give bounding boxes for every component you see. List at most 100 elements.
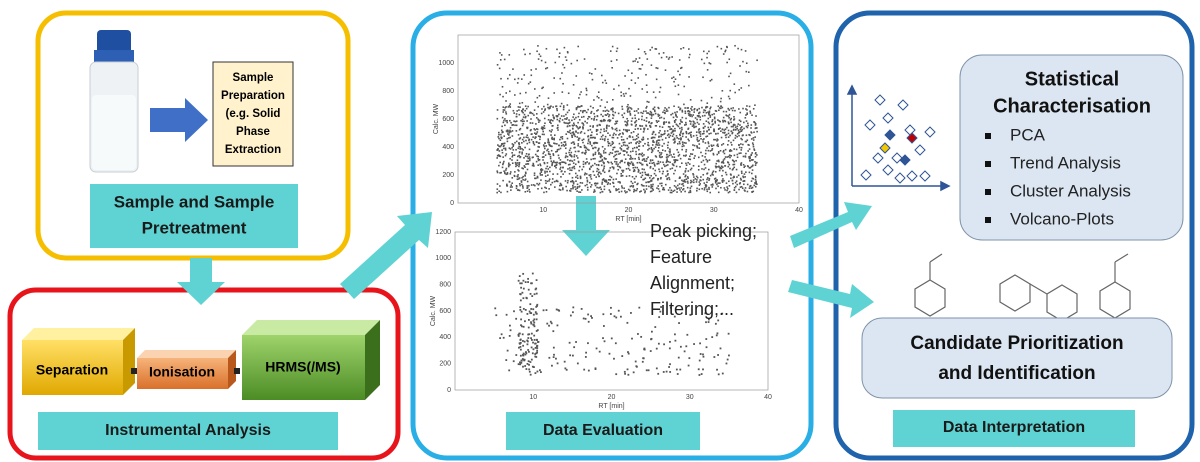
scatter-dot <box>738 108 740 110</box>
scatter-dot <box>738 144 740 146</box>
scatter-dot <box>658 91 661 93</box>
scatter-dot <box>627 161 629 164</box>
scatter-dot <box>663 133 665 135</box>
scatter-dot <box>552 114 554 116</box>
scatter-dot <box>581 111 584 114</box>
scatter-dot <box>514 161 517 164</box>
stat-title: Statistical <box>1025 68 1119 90</box>
diamond <box>882 112 894 124</box>
scatter-dot <box>730 155 733 157</box>
scatter-dot <box>651 133 654 135</box>
scatter-dot <box>569 163 571 166</box>
scatter-dot <box>575 155 578 157</box>
scatter-dot <box>751 152 753 154</box>
scatter-dot <box>637 48 640 50</box>
scatter-dot <box>661 167 663 170</box>
scatter-dot <box>601 183 603 185</box>
scatter-dot <box>496 154 499 157</box>
scatter-dot <box>668 178 671 181</box>
scatter-dot <box>698 114 700 117</box>
scatter-dot <box>670 191 673 194</box>
scatter-dot <box>649 165 652 168</box>
scatter-dot <box>717 185 719 188</box>
scatter-dot <box>518 143 521 146</box>
scatter-dot <box>754 176 757 179</box>
scatter-dot <box>729 118 732 121</box>
scatter-dot <box>577 132 579 134</box>
scatter-dot <box>615 50 618 53</box>
scatter-dot <box>583 146 586 149</box>
scatter-dot <box>537 155 540 158</box>
scatter-dot <box>678 153 681 156</box>
scatter-dot <box>608 169 611 172</box>
scatter-dot <box>616 172 618 175</box>
scatter-dot <box>726 61 728 64</box>
scatter-dot <box>562 161 565 163</box>
scatter-dot <box>707 318 710 321</box>
scatter-dot <box>555 180 558 182</box>
scatter-dot <box>635 142 638 145</box>
scatter-dot <box>660 306 662 308</box>
scatter-dot <box>737 174 740 177</box>
scatter-dot <box>533 174 536 177</box>
scatter-dot <box>579 145 582 148</box>
scatter-dot <box>522 325 525 328</box>
scatter-dot <box>685 148 688 151</box>
scatter-dot <box>705 186 707 188</box>
scatter-dot <box>522 272 525 275</box>
scatter-dot <box>522 287 525 290</box>
scatter-dot <box>573 143 576 145</box>
scatter-dot <box>612 142 615 144</box>
scatter-dot <box>716 153 719 156</box>
scatter-dot <box>724 50 726 53</box>
scatter-dot <box>632 163 634 166</box>
scatter-dot <box>586 189 589 191</box>
scatter-dot <box>627 163 629 165</box>
scatter-dot <box>623 370 626 373</box>
scatter-dot <box>612 146 615 149</box>
scatter-dot <box>659 129 661 132</box>
scatter-dot <box>527 82 530 85</box>
scatter-dot <box>677 155 680 157</box>
scatter-dot <box>616 129 618 132</box>
scatter-dot <box>565 133 568 135</box>
scatter-dot <box>515 115 518 118</box>
scatter-dot <box>720 165 723 168</box>
scatter-dot <box>602 150 605 152</box>
scatter-dot <box>594 146 597 149</box>
scatter-dot <box>697 368 700 371</box>
scatter-dot <box>625 168 628 170</box>
scatter-dot <box>529 303 532 306</box>
scatter-dot <box>537 341 539 343</box>
scatter-dot <box>544 186 546 189</box>
scatter-dot <box>519 147 522 149</box>
scatter-dot <box>524 146 526 149</box>
scatter-dot <box>556 109 558 112</box>
scatter-dot <box>630 120 633 122</box>
scatter-dot <box>525 172 527 175</box>
scatter-dot <box>540 169 543 172</box>
scatter-dot <box>674 78 677 80</box>
scatter-dot <box>533 128 536 130</box>
scatter-dot <box>564 122 566 124</box>
scatter-dot <box>544 147 546 150</box>
scatter-dot <box>502 111 505 113</box>
scatter-dot <box>595 164 598 166</box>
scatter-dot <box>533 132 536 135</box>
scatter-dot <box>740 126 742 129</box>
scatter-dot <box>700 179 702 182</box>
scatter-dot <box>648 147 650 150</box>
scatter-dot <box>671 131 674 133</box>
scatter-dot <box>629 158 631 160</box>
scatter-dot <box>532 162 535 165</box>
scatter-dot <box>665 175 667 177</box>
scatter-dot <box>696 121 699 124</box>
scatter-dot <box>641 152 644 155</box>
scatter-dot <box>645 120 648 122</box>
scatter-dot <box>612 117 614 120</box>
scatter-dot <box>699 183 701 185</box>
scatter-dot <box>683 179 686 181</box>
scatter-dot <box>664 183 667 186</box>
scatter-dot <box>615 127 618 130</box>
scatter-dot <box>526 186 529 189</box>
